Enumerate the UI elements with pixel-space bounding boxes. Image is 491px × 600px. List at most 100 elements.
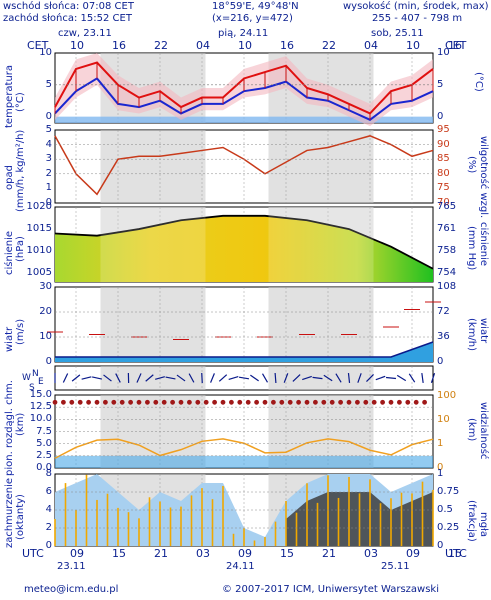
pressure-tick: 1005	[26, 267, 52, 279]
visibility-tick: 0	[437, 462, 444, 473]
cloud-bar	[327, 475, 329, 546]
pressure-tick-right: 754	[437, 267, 457, 279]
cloud-bar	[432, 489, 434, 546]
compass-s: S	[29, 383, 35, 393]
cloud-bar	[159, 501, 161, 546]
cloud-bar	[316, 502, 319, 546]
visibility-dot	[338, 399, 343, 405]
fog-tick: 0.5	[437, 504, 453, 515]
cloud-bar	[379, 503, 382, 546]
cloud-bar	[138, 518, 140, 546]
cloudbase-line	[54, 438, 434, 459]
visibility-dot	[380, 399, 385, 405]
wind-arrow	[366, 374, 374, 382]
visibility-dot	[203, 399, 209, 405]
visibility-dot	[229, 399, 234, 405]
cloudbase-tick: 5.0	[36, 437, 52, 449]
precip-tick: 4	[45, 138, 52, 150]
visibility-dot	[220, 399, 226, 405]
utc-right: UTC	[445, 547, 467, 560]
cloud-bar	[106, 493, 109, 546]
bottom-hour-label: 09	[238, 547, 252, 560]
wind-arrow	[81, 376, 92, 380]
bottom-hour-label: 15	[112, 547, 126, 560]
humid-tick: 80	[437, 167, 450, 179]
cloud-bar	[390, 498, 392, 546]
cloud-bar	[85, 474, 88, 546]
clouds-tick: 8	[45, 468, 52, 479]
night-band	[100, 366, 206, 390]
visibility-dot	[145, 399, 150, 405]
visibility-dot	[346, 399, 352, 405]
visibility-tick: 100	[437, 390, 457, 401]
cloud-bar	[169, 507, 172, 546]
visibility-dot	[413, 399, 419, 405]
cloudbase-tick: 2.5	[36, 449, 52, 461]
day-label-2: pią, 24.11	[218, 28, 269, 39]
wind-arrow	[62, 373, 69, 383]
wind-arrow	[238, 376, 250, 380]
humid-tick: 85	[437, 153, 450, 165]
wind-arrow	[396, 374, 407, 382]
visibility-dot	[237, 399, 243, 405]
humid-tick: 95	[437, 124, 450, 135]
bottom-hour-label: 03	[196, 547, 210, 560]
cloud-bar	[232, 533, 235, 546]
wind-arrow	[430, 373, 436, 383]
visibility-dot	[170, 399, 176, 405]
top-hour-label: 22	[154, 39, 168, 52]
wind-arrow	[292, 374, 301, 382]
temp-tick: 0	[45, 110, 52, 122]
top-hour-label: 04	[364, 39, 378, 52]
wind-tick: 20	[39, 306, 52, 317]
visibility-dot	[161, 399, 167, 405]
top-hour-label: 04	[196, 39, 210, 52]
height-title: wysokość (min, środek, max)	[343, 1, 489, 12]
humid-tick: 90	[437, 138, 450, 150]
cloud-bar	[264, 537, 266, 546]
cloud-bar	[117, 507, 119, 546]
cloudbase-tick: 10.0	[29, 413, 52, 425]
visibility-dot	[313, 399, 318, 405]
pressure-area	[55, 215, 433, 282]
footer-email[interactable]: meteo@icm.edu.pl	[24, 584, 119, 595]
cloudbase-area	[55, 455, 433, 468]
cloud-bar	[211, 499, 214, 546]
wind-tick-right: 108	[437, 281, 457, 292]
humid-tick: 75	[437, 182, 450, 194]
cloud-bar	[400, 492, 403, 546]
cloud-bar	[180, 506, 182, 546]
compass-e: E	[38, 377, 44, 387]
visibility-dot	[371, 399, 377, 405]
visibility-dot	[262, 399, 268, 405]
wind-arrow	[228, 376, 239, 380]
wind-tick-right: 72	[437, 306, 450, 317]
cloud-bar	[201, 488, 203, 546]
humid-tick: 70	[437, 197, 450, 208]
bottom-hour-label: 09	[70, 547, 84, 560]
cloud-bar	[127, 512, 130, 546]
wind-tick: 10	[39, 331, 52, 342]
precip-tick: 0	[45, 197, 52, 208]
pressure-tick: 1010	[26, 245, 52, 257]
night-band	[268, 130, 374, 203]
top-hour-label: 10	[406, 39, 420, 52]
wind-arrow	[250, 374, 259, 382]
cloud-bar	[64, 483, 67, 546]
compass-w: W	[22, 373, 31, 383]
pressure-night-shade	[268, 207, 374, 282]
visibility-dot	[128, 399, 134, 405]
day-label-3: sob, 25.11	[371, 28, 424, 39]
wind-arrow	[218, 374, 228, 382]
visibility-dot	[296, 399, 301, 405]
wind-tick-right: 0	[437, 356, 444, 367]
top-hour-label: 16	[448, 39, 462, 52]
day-label-1: czw, 23.11	[58, 28, 112, 39]
utc-left: UTC	[22, 547, 44, 560]
fog-tick: 0.25	[437, 522, 460, 533]
visibility-dot	[153, 399, 159, 405]
top-hour-label: 16	[112, 39, 126, 52]
fog-tick: 0.75	[437, 486, 460, 497]
visibility-dot	[77, 399, 83, 405]
pressure-tick-right: 765	[437, 201, 457, 212]
